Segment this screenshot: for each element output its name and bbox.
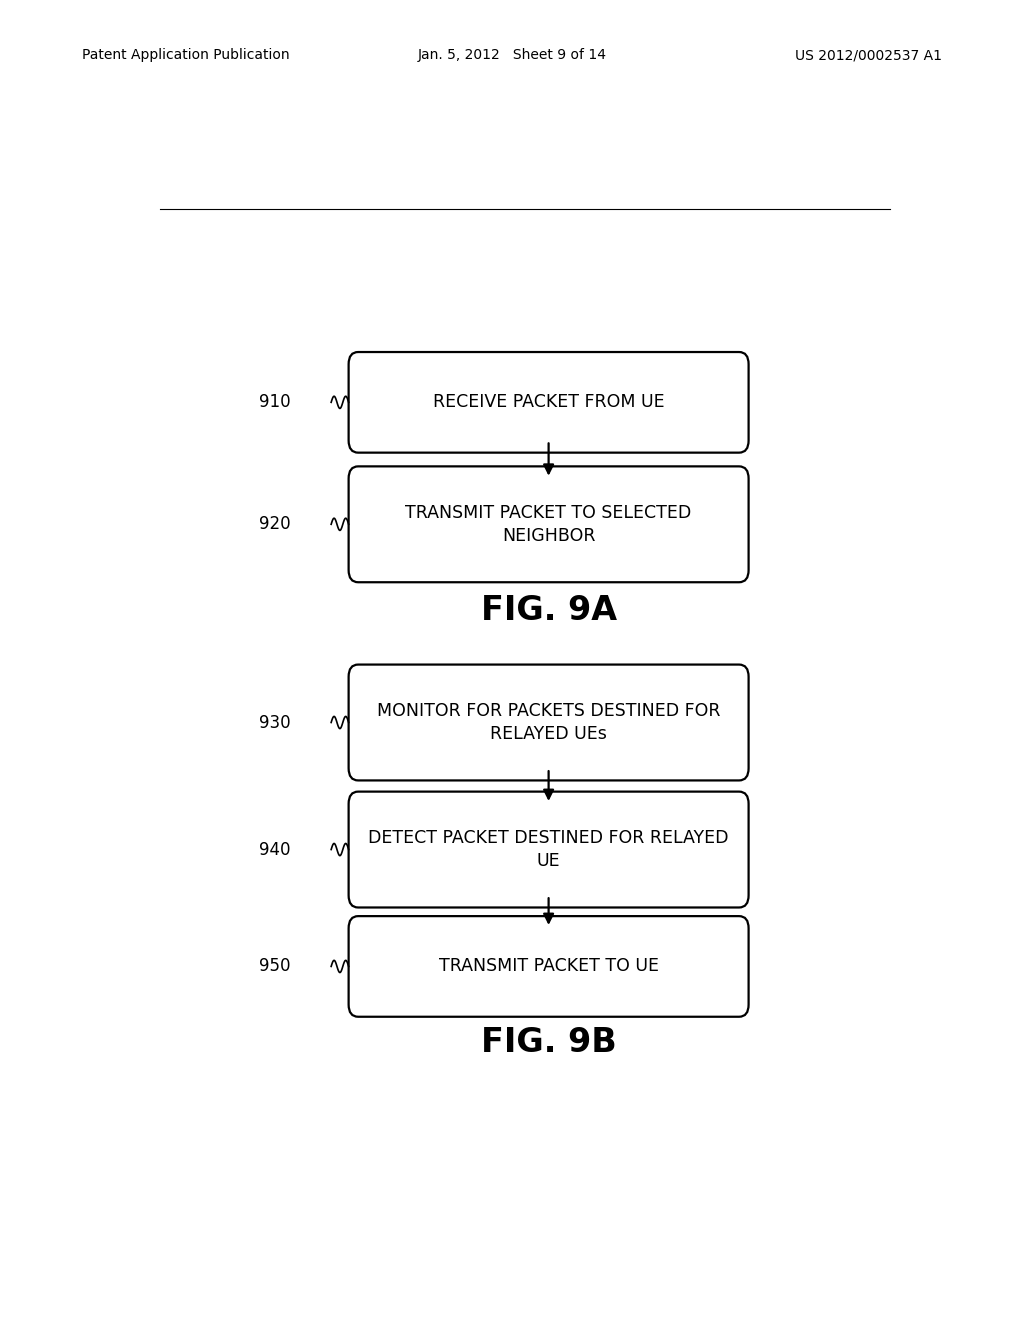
FancyBboxPatch shape	[348, 664, 749, 780]
Text: 940: 940	[259, 841, 291, 858]
Text: RECEIVE PACKET FROM UE: RECEIVE PACKET FROM UE	[433, 393, 665, 412]
Text: DETECT PACKET DESTINED FOR RELAYED
UE: DETECT PACKET DESTINED FOR RELAYED UE	[369, 829, 729, 870]
Text: 920: 920	[259, 515, 291, 533]
Text: US 2012/0002537 A1: US 2012/0002537 A1	[795, 49, 942, 62]
Text: TRANSMIT PACKET TO SELECTED
NEIGHBOR: TRANSMIT PACKET TO SELECTED NEIGHBOR	[406, 503, 692, 545]
Text: MONITOR FOR PACKETS DESTINED FOR
RELAYED UEs: MONITOR FOR PACKETS DESTINED FOR RELAYED…	[377, 702, 720, 743]
Text: TRANSMIT PACKET TO UE: TRANSMIT PACKET TO UE	[438, 957, 658, 975]
FancyBboxPatch shape	[348, 466, 749, 582]
Text: 910: 910	[259, 393, 291, 412]
Text: Jan. 5, 2012   Sheet 9 of 14: Jan. 5, 2012 Sheet 9 of 14	[418, 49, 606, 62]
FancyBboxPatch shape	[348, 916, 749, 1016]
Text: 930: 930	[259, 714, 291, 731]
Text: FIG. 9B: FIG. 9B	[480, 1026, 616, 1059]
FancyBboxPatch shape	[348, 352, 749, 453]
Text: 950: 950	[259, 957, 291, 975]
FancyBboxPatch shape	[348, 792, 749, 907]
Text: Patent Application Publication: Patent Application Publication	[82, 49, 290, 62]
Text: FIG. 9A: FIG. 9A	[480, 594, 616, 627]
